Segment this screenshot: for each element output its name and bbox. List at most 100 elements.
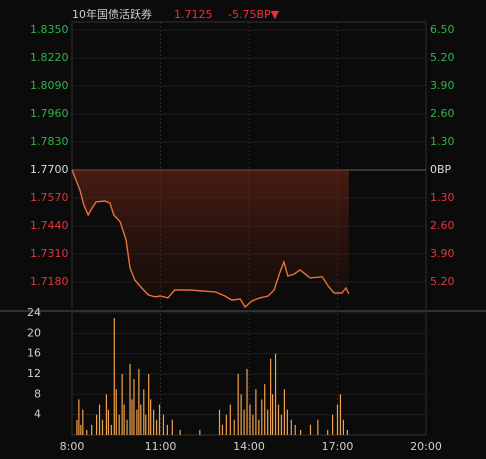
volume-bar [272, 394, 274, 435]
y-tick-label: 8 [34, 387, 41, 400]
volume-bar [246, 368, 248, 435]
volume-bar [105, 394, 108, 435]
volume-bar [86, 429, 88, 435]
volume-bar [148, 374, 150, 435]
price-change: -5.75BP▼ [228, 8, 280, 21]
y-tick-label: 16 [27, 347, 41, 360]
volume-bar [233, 419, 235, 435]
volume-bar [95, 414, 98, 435]
volume-bar [107, 409, 109, 435]
volume-bar [261, 399, 263, 435]
y-tick-label: 1.7570 [30, 191, 69, 204]
volume-bar [158, 404, 161, 435]
volume-bar [113, 318, 115, 435]
volume-bar [129, 363, 131, 435]
volume-bar [80, 424, 82, 435]
volume-bar [101, 419, 104, 435]
volume-bar [294, 424, 296, 435]
volume-bar [218, 409, 221, 435]
volume-bar [270, 358, 272, 435]
volume-bar [327, 429, 329, 435]
x-tick-label: 11:00 [145, 440, 177, 453]
y2-tick-label: 3.90 [430, 247, 455, 260]
volume-bar [133, 379, 135, 435]
y2-tick-label: 6.50 [430, 23, 455, 36]
volume-bar [118, 414, 120, 435]
volume-bar [98, 404, 101, 435]
volume-bar [155, 419, 158, 435]
y2-tick-label: 5.20 [430, 275, 455, 288]
volume-bar [115, 389, 117, 435]
y2-tick-label: 0BP [430, 163, 452, 176]
y-tick-label: 24 [27, 306, 41, 319]
volume-bar [267, 409, 269, 435]
y2-tick-label: 2.60 [430, 107, 455, 120]
y2-tick-label: 2.60 [430, 219, 455, 232]
y-tick-label: 1.8350 [30, 23, 69, 36]
volume-bar [283, 389, 285, 435]
volume-bar [150, 399, 152, 435]
x-tick-label: 8:00 [60, 440, 85, 453]
volume-bar [199, 429, 201, 435]
x-tick-label: 20:00 [410, 440, 442, 453]
volume-bar [162, 414, 165, 435]
volume-bar [76, 419, 78, 435]
volume-bar [237, 374, 239, 435]
volume-bar [171, 419, 173, 435]
y2-tick-label: 1.30 [430, 135, 455, 148]
volume-bar [342, 419, 344, 435]
volume-bar [346, 429, 348, 435]
y2-tick-label: 5.20 [430, 51, 455, 64]
volume-bar [123, 404, 125, 435]
volume-bar [331, 414, 334, 435]
volume-bar [153, 409, 155, 435]
volume-bar [179, 429, 181, 435]
volume-bar [229, 404, 231, 435]
y-tick-label: 20 [27, 326, 41, 339]
volume-bar [240, 394, 242, 435]
volume-bar [258, 419, 260, 435]
y-tick-label: 1.8090 [30, 79, 69, 92]
volume-bar [280, 414, 283, 435]
volume-bar [274, 353, 277, 435]
volume-bar [290, 419, 292, 435]
volume-bar [255, 389, 257, 435]
y-tick-label: 1.7310 [30, 247, 69, 260]
volume-bar [252, 414, 254, 435]
y2-tick-label: 3.90 [430, 79, 455, 92]
volume-bar [166, 424, 168, 435]
volume-bar [286, 409, 288, 435]
volume-bar [264, 384, 266, 435]
volume-bar [138, 368, 140, 435]
x-tick-label: 14:00 [233, 440, 265, 453]
volume-bar [277, 404, 280, 435]
volume-bar [82, 409, 84, 435]
volume-bar [143, 389, 145, 435]
instrument-name: 10年国债活跃券 [72, 7, 152, 21]
price-line [71, 169, 350, 309]
x-tick-label: 17:00 [322, 440, 354, 453]
volume-bar [300, 429, 302, 435]
y2-tick-label: 1.30 [430, 191, 455, 204]
y-tick-label: 1.7440 [30, 219, 69, 232]
volume-bar [110, 424, 112, 435]
volume-bar [249, 404, 251, 435]
y-tick-label: 1.8220 [30, 51, 69, 64]
volume-bar [78, 399, 80, 435]
y-tick-label: 1.7960 [30, 107, 69, 120]
y-tick-label: 1.7180 [30, 275, 69, 288]
volume-bar [225, 414, 227, 435]
y-tick-label: 12 [27, 367, 41, 380]
y-tick-label: 4 [34, 408, 41, 421]
volume-bar [309, 424, 312, 435]
volume-bar [140, 404, 142, 435]
volume-bar [221, 424, 224, 435]
volume-bar [317, 419, 319, 435]
volume-bar [91, 424, 93, 435]
volume-bar [121, 374, 123, 435]
y-tick-label: 1.7830 [30, 135, 69, 148]
volume-bar [243, 409, 245, 435]
volume-bar [126, 419, 128, 435]
volume-bar [339, 394, 342, 435]
volume-bar [336, 404, 339, 435]
